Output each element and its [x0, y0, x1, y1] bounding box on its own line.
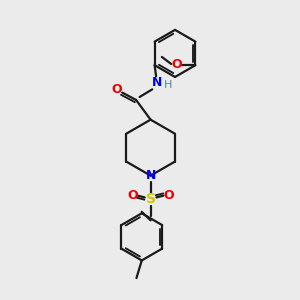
Text: O: O: [164, 188, 174, 202]
Text: O: O: [112, 83, 122, 96]
Text: H: H: [164, 80, 173, 90]
Text: N: N: [146, 169, 156, 182]
Text: O: O: [171, 58, 181, 71]
Text: S: S: [146, 192, 156, 206]
Text: O: O: [127, 188, 138, 202]
Text: N: N: [152, 76, 162, 89]
